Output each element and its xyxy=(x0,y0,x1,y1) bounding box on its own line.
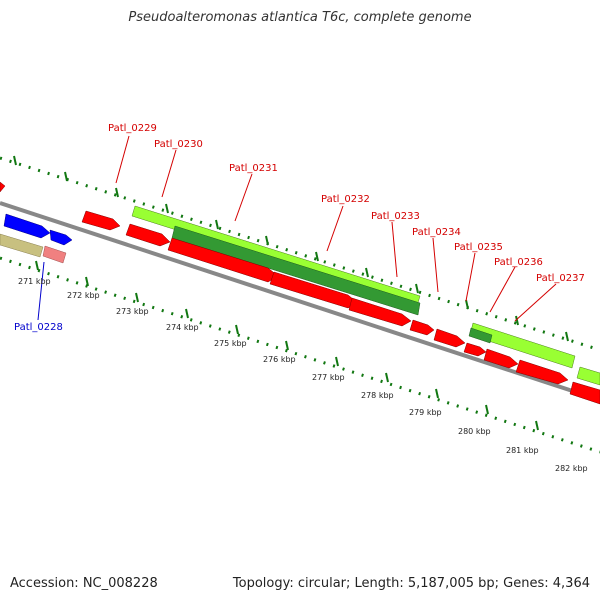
feature-blue-b xyxy=(50,230,72,245)
leader-patl-0234 xyxy=(433,238,438,292)
kbp-label: 279 kbp xyxy=(409,408,442,417)
feature-pink xyxy=(43,246,66,263)
leader-patl-0230 xyxy=(162,150,176,197)
kbp-label: 282 kbp xyxy=(555,464,588,473)
outer-major-tick xyxy=(216,220,218,229)
outer-major-tick xyxy=(366,268,368,277)
gene-label-patl-0236[interactable]: Patl_0236 xyxy=(494,257,543,268)
leader-patl-0236 xyxy=(490,267,515,312)
leader-patl-0235 xyxy=(466,253,475,301)
kbp-label: 274 kbp xyxy=(166,323,199,332)
cds-patl-0229 xyxy=(82,211,120,230)
inner-major-tick xyxy=(486,405,488,414)
kbp-label: 276 kbp xyxy=(263,355,296,364)
kbp-label: 275 kbp xyxy=(214,339,247,348)
inner-major-tick xyxy=(36,261,38,270)
inner-major-tick xyxy=(336,357,338,366)
inner-major-tick xyxy=(236,325,238,334)
genome-summary-text: Topology: circular; Length: 5,187,005 bp… xyxy=(233,576,590,591)
genome-backbone xyxy=(0,203,600,400)
cds-patl-0236a xyxy=(464,343,486,356)
kbp-label: 280 kbp xyxy=(458,427,491,436)
inner-major-tick xyxy=(536,421,538,430)
outer-major-tick xyxy=(466,300,468,309)
gene-label-patl-0228[interactable]: Patl_0228 xyxy=(14,322,63,333)
kbp-label: 271 kbp xyxy=(18,277,51,286)
inner-major-tick xyxy=(386,373,388,382)
kbp-label: 273 kbp xyxy=(116,307,149,316)
feature-lime-band-3 xyxy=(577,367,600,385)
gene-label-patl-0231[interactable]: Patl_0231 xyxy=(229,163,278,174)
inner-major-tick xyxy=(186,309,188,318)
kbp-label: 278 kbp xyxy=(361,391,394,400)
outer-tick-ring xyxy=(0,158,600,350)
cds-right-edge xyxy=(570,382,600,404)
gene-label-patl-0233[interactable]: Patl_0233 xyxy=(371,211,420,222)
outer-major-tick xyxy=(416,284,418,293)
gene-label-patl-0232[interactable]: Patl_0232 xyxy=(321,194,370,205)
leader-patl-0232 xyxy=(327,206,343,251)
outer-major-tick xyxy=(65,172,67,181)
outer-major-tick xyxy=(316,252,318,261)
outer-major-tick xyxy=(14,156,16,165)
gene-label-patl-0234[interactable]: Patl_0234 xyxy=(412,227,461,238)
leader-patl-0229 xyxy=(116,136,129,183)
leader-patl-0237 xyxy=(515,284,556,321)
cds-patl-0234 xyxy=(410,320,434,335)
genome-map: Patl_0228 Patl_0229 Patl_0230 Patl_0231 … xyxy=(0,0,600,600)
kbp-label: 272 kbp xyxy=(67,291,100,300)
outer-major-tick xyxy=(166,204,168,213)
cds-patl-0230 xyxy=(126,224,170,246)
outer-major-tick xyxy=(266,236,268,245)
gene-label-patl-0230[interactable]: Patl_0230 xyxy=(154,139,203,150)
cds-patl-0235 xyxy=(434,329,465,347)
outer-major-tick xyxy=(116,188,118,197)
leader-patl-0233 xyxy=(392,222,397,277)
outer-major-tick xyxy=(566,332,568,341)
gene-label-patl-0237[interactable]: Patl_0237 xyxy=(536,273,585,284)
accession-text: Accession: NC_008228 xyxy=(10,576,158,591)
inner-major-tick xyxy=(136,293,138,302)
leader-patl-0231 xyxy=(235,174,252,221)
kbp-label: 277 kbp xyxy=(312,373,345,382)
gene-label-patl-0235[interactable]: Patl_0235 xyxy=(454,242,503,253)
feature-red-small xyxy=(0,182,5,192)
kbp-label: 281 kbp xyxy=(506,446,539,455)
inner-major-tick xyxy=(286,341,288,350)
feature-tan xyxy=(0,234,43,257)
inner-major-tick xyxy=(436,389,438,398)
gene-label-patl-0229[interactable]: Patl_0229 xyxy=(108,123,157,134)
